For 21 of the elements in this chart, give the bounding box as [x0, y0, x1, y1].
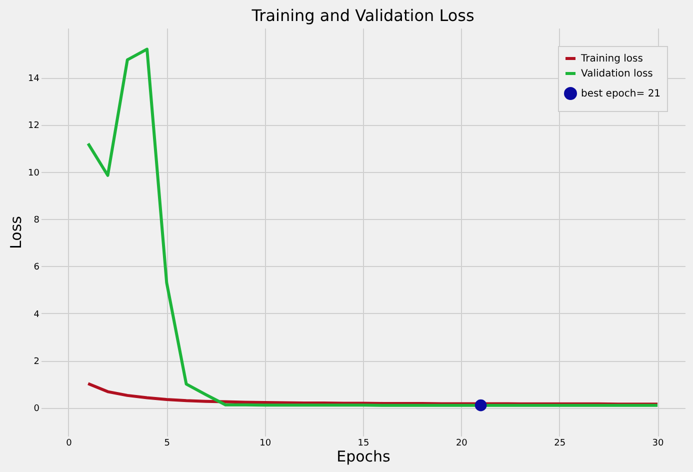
y-tick-label: 8 — [34, 216, 40, 226]
legend-label: Training loss — [580, 54, 643, 64]
x-tick-label: 20 — [456, 438, 468, 448]
y-tick-label: 6 — [34, 262, 40, 273]
y-tick-label: 14 — [28, 74, 40, 84]
x-tick-label: 30 — [652, 438, 664, 448]
chart-title: Training and Validation Loss — [250, 6, 474, 25]
y-tick-label: 10 — [28, 168, 40, 178]
y-tick-label: 12 — [28, 121, 40, 132]
y-axis-title: Loss — [7, 216, 26, 249]
x-tick-label: 0 — [66, 438, 72, 448]
legend-label: Validation loss — [581, 68, 653, 80]
x-tick-label: 25 — [554, 438, 566, 448]
x-tick-label: 5 — [164, 438, 170, 448]
y-tick-label: 4 — [34, 310, 40, 320]
x-tick-label: 10 — [260, 438, 272, 448]
y-tick-label: 2 — [34, 357, 40, 368]
y-tick-label: 0 — [34, 404, 40, 414]
legend-label: best epoch= 21 — [581, 88, 661, 100]
x-tick-label: 15 — [358, 438, 370, 448]
x-axis-title: Epochs — [336, 448, 391, 466]
